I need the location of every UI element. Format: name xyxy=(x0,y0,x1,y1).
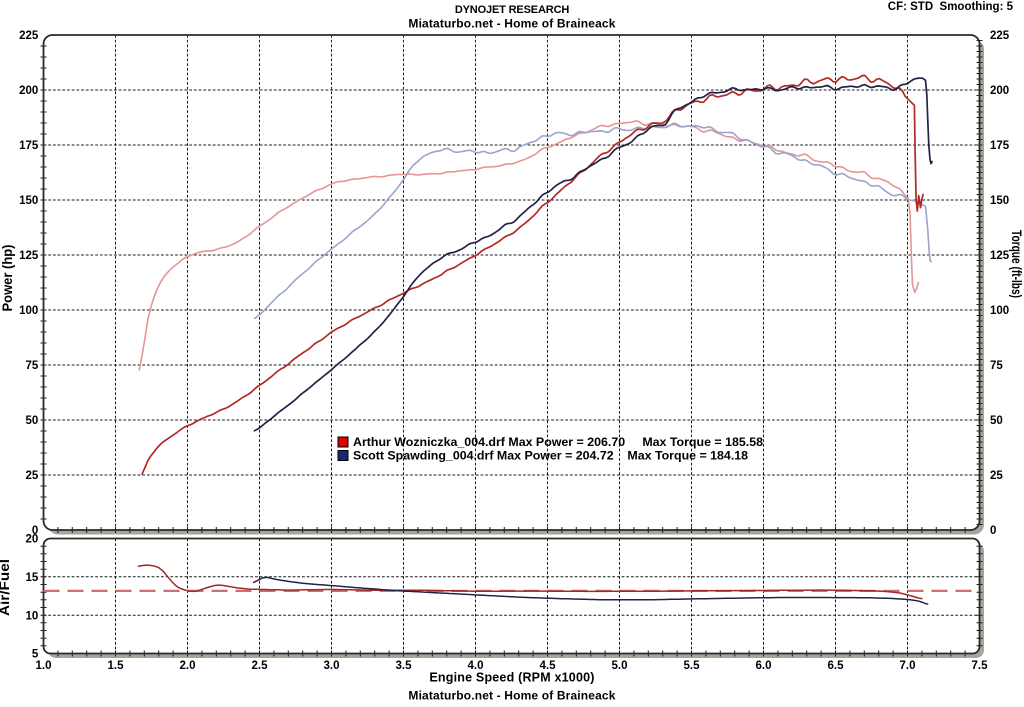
svg-text:10: 10 xyxy=(26,610,39,622)
svg-text:175: 175 xyxy=(19,140,39,152)
svg-text:225: 225 xyxy=(990,30,1010,42)
svg-text:225: 225 xyxy=(19,30,39,42)
svg-text:CF: STD Smoothing: 5: CF: STD Smoothing: 5 xyxy=(888,1,1014,13)
svg-text:7.0: 7.0 xyxy=(900,660,916,672)
svg-text:100: 100 xyxy=(19,305,38,317)
svg-text:1.5: 1.5 xyxy=(108,660,125,672)
svg-text:Air/Fuel: Air/Fuel xyxy=(0,559,12,616)
svg-text:1.0: 1.0 xyxy=(36,660,52,672)
svg-text:150: 150 xyxy=(19,195,38,207)
svg-text:3.5: 3.5 xyxy=(396,660,413,672)
svg-text:4.5: 4.5 xyxy=(540,660,557,672)
svg-text:150: 150 xyxy=(990,195,1009,207)
svg-text:50: 50 xyxy=(990,415,1003,427)
svg-text:2.5: 2.5 xyxy=(252,660,269,672)
svg-text:125: 125 xyxy=(990,250,1010,262)
svg-text:2.0: 2.0 xyxy=(180,660,196,672)
svg-text:100: 100 xyxy=(990,305,1009,317)
svg-text:Miataturbo.net - Home of Brain: Miataturbo.net - Home of Braineack xyxy=(408,689,615,703)
svg-text:Miataturbo.net - Home of Brain: Miataturbo.net - Home of Braineack xyxy=(408,17,615,31)
svg-text:50: 50 xyxy=(26,415,39,427)
svg-text:75: 75 xyxy=(990,360,1003,372)
svg-text:4.0: 4.0 xyxy=(468,660,484,672)
svg-text:Arthur Wozniczka_004.drf Max P: Arthur Wozniczka_004.drf Max Power = 206… xyxy=(353,435,763,449)
svg-text:0: 0 xyxy=(990,525,996,537)
svg-text:20: 20 xyxy=(26,534,39,546)
svg-text:200: 200 xyxy=(19,85,38,97)
svg-text:Engine Speed (RPM x1000): Engine Speed (RPM x1000) xyxy=(429,671,594,685)
svg-text:Scott Spawding_004.drf Max Pow: Scott Spawding_004.drf Max Power = 204.7… xyxy=(353,449,748,463)
svg-text:6.0: 6.0 xyxy=(756,660,772,672)
svg-text:25: 25 xyxy=(26,470,39,482)
svg-text:175: 175 xyxy=(990,140,1010,152)
svg-text:125: 125 xyxy=(19,250,39,262)
svg-text:15: 15 xyxy=(26,572,39,584)
svg-text:6.5: 6.5 xyxy=(828,660,845,672)
svg-text:7.5: 7.5 xyxy=(972,660,989,672)
svg-text:DYNOJET RESEARCH: DYNOJET RESEARCH xyxy=(455,4,570,16)
svg-text:5.0: 5.0 xyxy=(612,660,628,672)
svg-text:200: 200 xyxy=(990,85,1009,97)
svg-text:5.5: 5.5 xyxy=(684,660,701,672)
svg-text:Power (hp): Power (hp) xyxy=(0,245,15,312)
svg-text:Torque (ft-lbs): Torque (ft-lbs) xyxy=(1009,230,1024,298)
svg-text:3.0: 3.0 xyxy=(324,660,340,672)
svg-text:5: 5 xyxy=(32,649,39,661)
svg-text:75: 75 xyxy=(26,360,39,372)
svg-text:0: 0 xyxy=(32,525,38,537)
svg-text:25: 25 xyxy=(990,470,1003,482)
